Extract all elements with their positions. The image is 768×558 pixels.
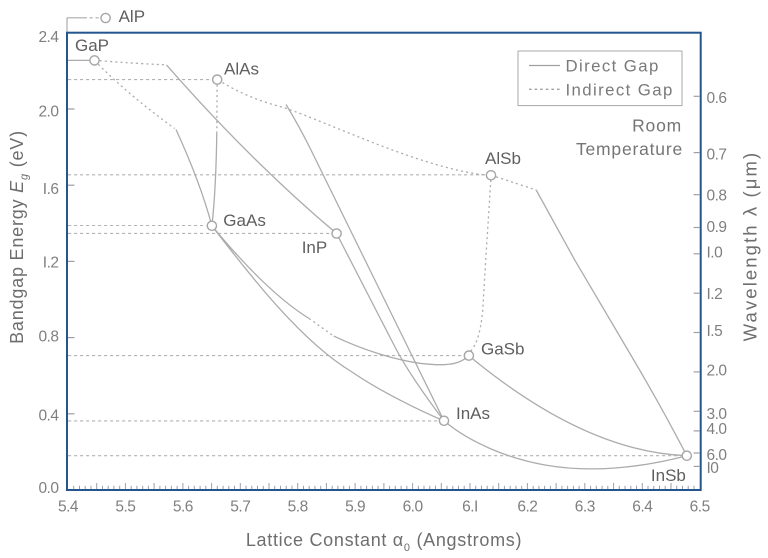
svg-text:2.4: 2.4 — [38, 29, 59, 46]
svg-text:5.5: 5.5 — [115, 499, 135, 516]
svg-text:3.0: 3.0 — [707, 406, 728, 423]
svg-text:2.0: 2.0 — [707, 363, 728, 380]
svg-text:6.I: 6.I — [462, 499, 478, 516]
svg-text:0.9: 0.9 — [707, 219, 727, 236]
svg-text:6.0: 6.0 — [403, 499, 424, 516]
svg-text:AlP: AlP — [119, 7, 145, 26]
svg-text:I.0: I.0 — [707, 244, 724, 261]
svg-text:I.6: I.6 — [43, 181, 59, 198]
svg-text:0.7: 0.7 — [707, 146, 727, 163]
svg-text:5.7: 5.7 — [230, 499, 250, 516]
svg-text:AlSb: AlSb — [485, 149, 521, 168]
svg-text:I.2: I.2 — [43, 255, 59, 272]
svg-text:6.3: 6.3 — [575, 499, 595, 516]
svg-text:6.4: 6.4 — [632, 499, 653, 516]
svg-text:InP: InP — [302, 238, 328, 257]
svg-text:Temperature: Temperature — [576, 139, 683, 159]
svg-text:0.8: 0.8 — [707, 188, 727, 205]
svg-text:6.5: 6.5 — [690, 499, 710, 516]
svg-text:GaAs: GaAs — [223, 211, 266, 230]
svg-text:4.0: 4.0 — [707, 421, 728, 438]
svg-text:InSb: InSb — [651, 466, 686, 485]
svg-text:0.8: 0.8 — [38, 329, 58, 346]
svg-text:Direct Gap: Direct Gap — [566, 57, 660, 76]
svg-text:GaSb: GaSb — [481, 340, 524, 359]
svg-text:6.0: 6.0 — [707, 447, 728, 464]
svg-text:InAs: InAs — [456, 404, 490, 423]
svg-text:I0: I0 — [707, 460, 720, 477]
svg-text:2.0: 2.0 — [38, 104, 59, 121]
svg-text:0.0: 0.0 — [38, 480, 59, 497]
svg-text:0.4: 0.4 — [38, 408, 59, 425]
svg-text:0.6: 0.6 — [707, 90, 727, 107]
svg-text:5.4: 5.4 — [58, 499, 79, 516]
svg-text:Wavelength λ (μm): Wavelength λ (μm) — [740, 151, 761, 342]
svg-text:AlAs: AlAs — [224, 60, 259, 79]
svg-text:I.5: I.5 — [707, 323, 723, 340]
svg-text:Indirect Gap: Indirect Gap — [566, 80, 674, 99]
svg-text:5.6: 5.6 — [173, 499, 193, 516]
svg-text:Bandgap Energy Eg (eV): Bandgap Energy Eg (eV) — [7, 130, 31, 344]
svg-text:5.9: 5.9 — [345, 499, 365, 516]
svg-text:5.8: 5.8 — [288, 499, 308, 516]
svg-text:GaP: GaP — [75, 36, 109, 55]
svg-text:I.2: I.2 — [707, 286, 723, 303]
svg-text:Room: Room — [632, 116, 682, 136]
svg-text:6.2: 6.2 — [517, 499, 537, 516]
